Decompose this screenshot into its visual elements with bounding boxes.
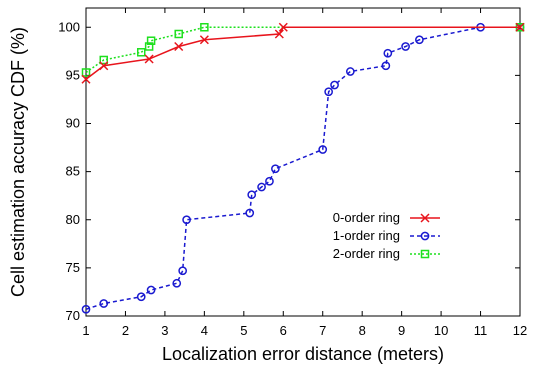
x-tick-label: 5 bbox=[240, 323, 247, 338]
legend-item-1-order-ring: 1-order ring bbox=[333, 228, 440, 243]
y-tick-label: 85 bbox=[66, 164, 80, 179]
legend-label: 2-order ring bbox=[333, 246, 400, 261]
data-point-0-order-ring bbox=[81, 74, 91, 84]
data-point-1-order-ring bbox=[415, 35, 424, 45]
data-point-1-order-ring bbox=[401, 42, 410, 51]
series-line-1-order-ring bbox=[85, 26, 520, 310]
y-tick-label: 80 bbox=[66, 212, 80, 227]
data-point-1-order-ring bbox=[172, 278, 182, 288]
x-tick-label: 7 bbox=[319, 323, 326, 338]
x-tick-label: 4 bbox=[201, 323, 208, 338]
legend-label: 1-order ring bbox=[333, 228, 400, 243]
series-line-0-order-ring bbox=[85, 26, 520, 80]
data-point-0-order-ring bbox=[278, 22, 288, 32]
data-point-1-order-ring bbox=[324, 87, 333, 97]
y-tick-label: 95 bbox=[66, 67, 80, 82]
legend: 0-order ring 1-order ring 2-order ring bbox=[333, 210, 440, 261]
data-point-2-order-ring bbox=[136, 48, 146, 57]
x-tick-label: 10 bbox=[434, 323, 448, 338]
x-tick-label: 11 bbox=[474, 323, 488, 338]
data-point-2-order-ring bbox=[174, 29, 183, 39]
x-tick-label: 2 bbox=[122, 323, 129, 338]
data-point-2-order-ring bbox=[146, 36, 156, 45]
y-axis-title: Cell estimation accuracy CDF (%) bbox=[8, 27, 28, 297]
data-point-1-order-ring bbox=[136, 292, 146, 302]
x-axis-title: Localization error distance (meters) bbox=[162, 344, 444, 364]
x-tick-label: 6 bbox=[280, 323, 287, 338]
data-point-1-order-ring bbox=[247, 190, 257, 200]
x-tick-label: 12 bbox=[513, 323, 527, 338]
series-1-order-ring bbox=[81, 22, 525, 314]
y-tick-label: 70 bbox=[66, 308, 80, 323]
x-tick-label: 3 bbox=[161, 323, 168, 338]
data-point-1-order-ring bbox=[383, 48, 393, 58]
data-point-0-order-ring bbox=[144, 54, 154, 64]
data-point-1-order-ring bbox=[318, 145, 328, 154]
data-point-1-order-ring bbox=[265, 176, 274, 186]
series-0-order-ring bbox=[81, 22, 525, 84]
data-point-1-order-ring bbox=[381, 61, 391, 71]
legend-swatch-marker bbox=[420, 249, 430, 259]
y-tick-label: 75 bbox=[66, 260, 80, 275]
series-2-order-ring bbox=[81, 23, 525, 77]
data-point-1-order-ring bbox=[146, 285, 156, 295]
x-tick-label: 9 bbox=[398, 323, 405, 338]
data-point-2-order-ring bbox=[144, 42, 154, 51]
legend-item-2-order-ring: 2-order ring bbox=[333, 246, 440, 261]
legend-swatch-marker bbox=[420, 231, 430, 241]
data-point-1-order-ring bbox=[245, 208, 255, 218]
data-point-2-order-ring bbox=[200, 23, 209, 32]
data-point-1-order-ring bbox=[345, 67, 355, 76]
series-layer bbox=[81, 22, 525, 314]
legend-swatch-marker bbox=[420, 213, 430, 223]
data-point-2-order-ring bbox=[99, 55, 109, 65]
data-point-1-order-ring bbox=[182, 215, 191, 225]
data-point-0-order-ring bbox=[515, 22, 525, 32]
x-tick-label: 1 bbox=[82, 323, 89, 338]
data-point-1-order-ring bbox=[271, 164, 280, 174]
legend-item-0-order-ring: 0-order ring bbox=[333, 210, 440, 225]
x-tick-label: 8 bbox=[359, 323, 366, 338]
y-axis-ticks: 70 75 80 85 90 95 100 bbox=[58, 19, 520, 323]
x-axis-ticks: 1 2 3 4 5 6 7 8 9 10 11 12 bbox=[82, 8, 527, 338]
data-point-1-order-ring bbox=[257, 182, 266, 192]
data-point-0-order-ring bbox=[99, 61, 109, 71]
data-point-0-order-ring bbox=[174, 41, 184, 52]
data-point-0-order-ring bbox=[199, 35, 209, 45]
data-point-1-order-ring bbox=[178, 266, 188, 276]
legend-label: 0-order ring bbox=[333, 210, 400, 225]
data-point-1-order-ring bbox=[99, 299, 109, 308]
data-point-2-order-ring bbox=[81, 68, 91, 77]
data-point-1-order-ring bbox=[81, 304, 91, 314]
data-point-0-order-ring bbox=[274, 29, 284, 39]
data-point-1-order-ring bbox=[330, 80, 339, 90]
y-tick-label: 90 bbox=[66, 116, 80, 131]
y-tick-label: 100 bbox=[58, 19, 80, 34]
plot-frame bbox=[85, 7, 521, 317]
